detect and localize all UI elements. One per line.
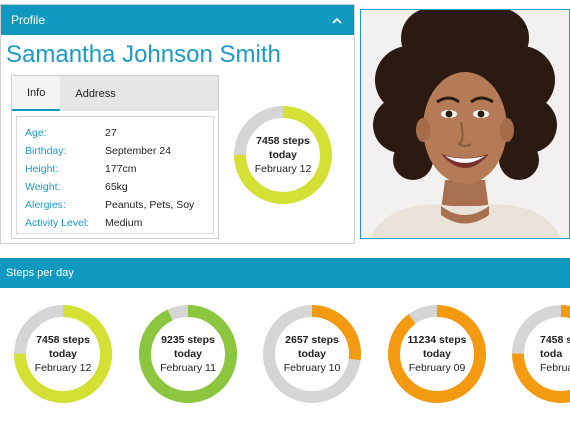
info-row-activity-level: Activity Level: Medium: [25, 214, 213, 232]
ring-graphic: [14, 305, 112, 403]
tab-info[interactable]: Info: [12, 76, 61, 111]
ring-date: February 12: [254, 163, 312, 175]
field-value: Peanuts, Pets, Soy: [105, 199, 195, 211]
ring-steps: 7458 steps: [540, 334, 570, 346]
ring-graphic: [263, 305, 361, 403]
ring-steps: 11234 steps: [407, 334, 467, 346]
ring-today-text: today: [422, 348, 451, 360]
ring-label: 7458 steps today February 12: [230, 102, 336, 208]
info-row-weight: Weight: 65kg: [25, 178, 213, 196]
ring-progress-arc: [14, 305, 112, 403]
field-label: Activity Level:: [25, 217, 90, 229]
profile-panel-title: Profile: [11, 13, 46, 27]
field-label: Age:: [25, 127, 47, 139]
profile-panel: Profile Samantha Johnson Smith Info Addr…: [0, 4, 355, 244]
field-label: Weight:: [25, 181, 61, 193]
info-row-age: Age: 27: [25, 124, 213, 142]
field-value: 177cm: [105, 163, 137, 175]
ring-today-text: today: [268, 149, 297, 161]
info-box: Info Address Age: 27 Birthday: September…: [11, 75, 219, 239]
ring-progress-arc: [139, 305, 237, 403]
info-row-birthday: Birthday: September 24: [25, 142, 213, 160]
ring-label: 7458 steps toda Februar: [508, 301, 570, 407]
info-table: Age: 27 Birthday: September 24 Height: 1…: [16, 116, 214, 234]
ring-label: 7458 steps today February 12: [10, 301, 116, 407]
steps-ring-today: 7458 steps today February 12: [230, 102, 336, 208]
tab-address[interactable]: Address: [75, 87, 116, 100]
ring-steps: 2657 steps: [285, 334, 339, 346]
steps-panel-title: Steps per day: [6, 267, 74, 279]
ring-graphic: [234, 106, 332, 204]
ring-graphic: [139, 305, 237, 403]
ring-graphic: [388, 305, 486, 403]
ring-date: February 10: [283, 362, 341, 374]
ring-today-text: today: [173, 348, 202, 360]
ring-date: February 09: [408, 362, 466, 374]
ring-steps: 9235 steps: [161, 334, 215, 346]
ring-label: 11234 steps today February 09: [384, 301, 490, 407]
profile-panel-header: Profile: [1, 5, 354, 35]
ring-label: 2657 steps today February 10: [259, 301, 365, 407]
ring-progress-arc: [263, 305, 361, 403]
ring-today-text: today: [48, 348, 77, 360]
steps-ring-day: 11234 steps today February 09: [384, 301, 490, 407]
ring-date: February 12: [34, 362, 92, 374]
ring-steps: 7458 steps: [36, 334, 90, 346]
profile-tabs: Info Address: [12, 76, 218, 111]
portrait-image: [361, 10, 569, 238]
ring-graphic: [512, 305, 570, 403]
steps-ring-day: 7458 steps today February 12: [10, 301, 116, 407]
field-label: Birthday:: [25, 145, 67, 157]
profile-photo: [360, 9, 570, 239]
steps-ring-day: 7458 steps toda Februar: [508, 301, 570, 407]
ring-date: Februar: [540, 362, 570, 374]
steps-panel-header: Steps per day: [0, 258, 570, 288]
ring-steps: 7458 steps: [256, 135, 310, 147]
ring-progress-arc: [388, 305, 486, 403]
ring-label: 9235 steps today February 11: [135, 301, 241, 407]
ring-progress-arc: [234, 106, 332, 204]
ring-today-text: toda: [540, 348, 563, 360]
field-label: Height:: [25, 163, 59, 175]
field-value: 27: [105, 127, 117, 139]
steps-ring-day: 2657 steps today February 10: [259, 301, 365, 407]
field-value: September 24: [105, 145, 171, 157]
steps-ring-day: 9235 steps today February 11: [135, 301, 241, 407]
field-label: Alergies:: [25, 199, 66, 211]
field-value: Medium: [105, 217, 143, 229]
person-name: Samantha Johnson Smith: [6, 41, 281, 68]
ring-date: February 11: [160, 362, 216, 374]
info-row-allergies: Alergies: Peanuts, Pets, Soy: [25, 196, 213, 214]
chevron-up-icon[interactable]: [330, 13, 344, 27]
field-value: 65kg: [105, 181, 128, 193]
info-row-height: Height: 177cm: [25, 160, 213, 178]
ring-progress-arc: [512, 305, 570, 403]
ring-today-text: today: [297, 348, 326, 360]
